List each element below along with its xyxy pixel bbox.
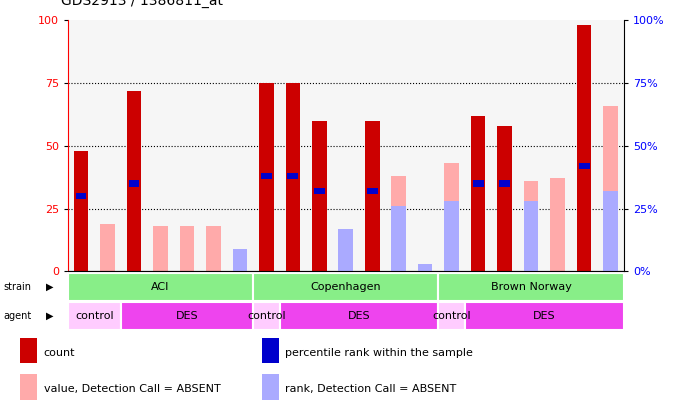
Bar bbox=[129, 180, 140, 187]
Bar bbox=[233, 249, 247, 271]
Bar bbox=[261, 173, 272, 179]
Bar bbox=[100, 224, 115, 271]
Bar bbox=[412, 20, 439, 271]
Text: value, Detection Call = ABSENT: value, Detection Call = ABSENT bbox=[43, 384, 220, 394]
Bar bbox=[597, 20, 624, 271]
Text: DES: DES bbox=[533, 311, 556, 321]
Bar bbox=[226, 20, 253, 271]
Bar bbox=[544, 20, 571, 271]
Bar bbox=[74, 151, 88, 271]
Bar bbox=[359, 20, 386, 271]
Text: ▶: ▶ bbox=[46, 282, 54, 292]
Text: ACI: ACI bbox=[151, 282, 170, 292]
Bar bbox=[391, 176, 406, 271]
Bar bbox=[439, 273, 624, 301]
Bar bbox=[418, 264, 433, 271]
Bar bbox=[439, 302, 465, 330]
Bar bbox=[20, 374, 37, 400]
Bar bbox=[332, 20, 359, 271]
Bar bbox=[314, 188, 325, 194]
Bar bbox=[338, 229, 353, 271]
Bar bbox=[444, 163, 459, 271]
Bar bbox=[94, 20, 121, 271]
Text: Copenhagen: Copenhagen bbox=[311, 282, 381, 292]
Bar bbox=[68, 20, 94, 271]
Bar bbox=[259, 83, 274, 271]
Bar bbox=[465, 20, 492, 271]
Bar bbox=[200, 20, 226, 271]
Bar bbox=[279, 20, 306, 271]
Bar bbox=[287, 173, 298, 179]
Bar bbox=[121, 20, 147, 271]
Bar bbox=[68, 302, 121, 330]
Bar bbox=[206, 226, 221, 271]
Bar bbox=[551, 179, 565, 271]
Bar bbox=[285, 83, 300, 271]
Bar bbox=[386, 20, 412, 271]
Text: DES: DES bbox=[176, 311, 198, 321]
Bar bbox=[153, 226, 167, 271]
Bar bbox=[306, 20, 332, 271]
Bar bbox=[75, 193, 87, 199]
Text: GDS2913 / 1386811_at: GDS2913 / 1386811_at bbox=[61, 0, 223, 8]
Bar bbox=[312, 121, 327, 271]
Bar bbox=[571, 20, 597, 271]
Bar bbox=[498, 126, 512, 271]
Text: strain: strain bbox=[3, 282, 31, 292]
Bar bbox=[499, 180, 510, 187]
Text: Brown Norway: Brown Norway bbox=[491, 282, 572, 292]
Bar bbox=[253, 20, 279, 271]
Bar bbox=[524, 181, 538, 271]
Bar bbox=[127, 91, 141, 271]
Bar bbox=[524, 201, 538, 271]
Bar bbox=[439, 20, 465, 271]
Bar bbox=[577, 25, 591, 271]
Text: DES: DES bbox=[348, 311, 370, 321]
Bar bbox=[174, 20, 200, 271]
Bar bbox=[391, 206, 406, 271]
Bar bbox=[518, 20, 544, 271]
Bar bbox=[578, 163, 589, 169]
Text: ▶: ▶ bbox=[46, 311, 54, 321]
Text: control: control bbox=[247, 311, 285, 321]
Bar bbox=[603, 106, 618, 271]
Bar bbox=[471, 116, 485, 271]
Bar bbox=[121, 302, 253, 330]
Bar bbox=[180, 226, 194, 271]
Bar bbox=[365, 121, 380, 271]
Bar bbox=[262, 374, 279, 400]
Bar bbox=[147, 20, 174, 271]
Bar bbox=[465, 302, 624, 330]
Bar bbox=[367, 188, 378, 194]
Text: control: control bbox=[75, 311, 114, 321]
Text: rank, Detection Call = ABSENT: rank, Detection Call = ABSENT bbox=[285, 384, 456, 394]
Bar bbox=[279, 302, 439, 330]
Bar bbox=[253, 302, 279, 330]
Text: percentile rank within the sample: percentile rank within the sample bbox=[285, 347, 473, 358]
Text: count: count bbox=[43, 347, 75, 358]
Bar bbox=[473, 180, 483, 187]
Bar bbox=[492, 20, 518, 271]
Bar bbox=[68, 273, 253, 301]
Text: control: control bbox=[433, 311, 471, 321]
Bar bbox=[253, 273, 439, 301]
Bar bbox=[20, 338, 37, 363]
Text: agent: agent bbox=[3, 311, 32, 321]
Bar bbox=[603, 191, 618, 271]
Bar bbox=[444, 201, 459, 271]
Bar bbox=[262, 338, 279, 363]
